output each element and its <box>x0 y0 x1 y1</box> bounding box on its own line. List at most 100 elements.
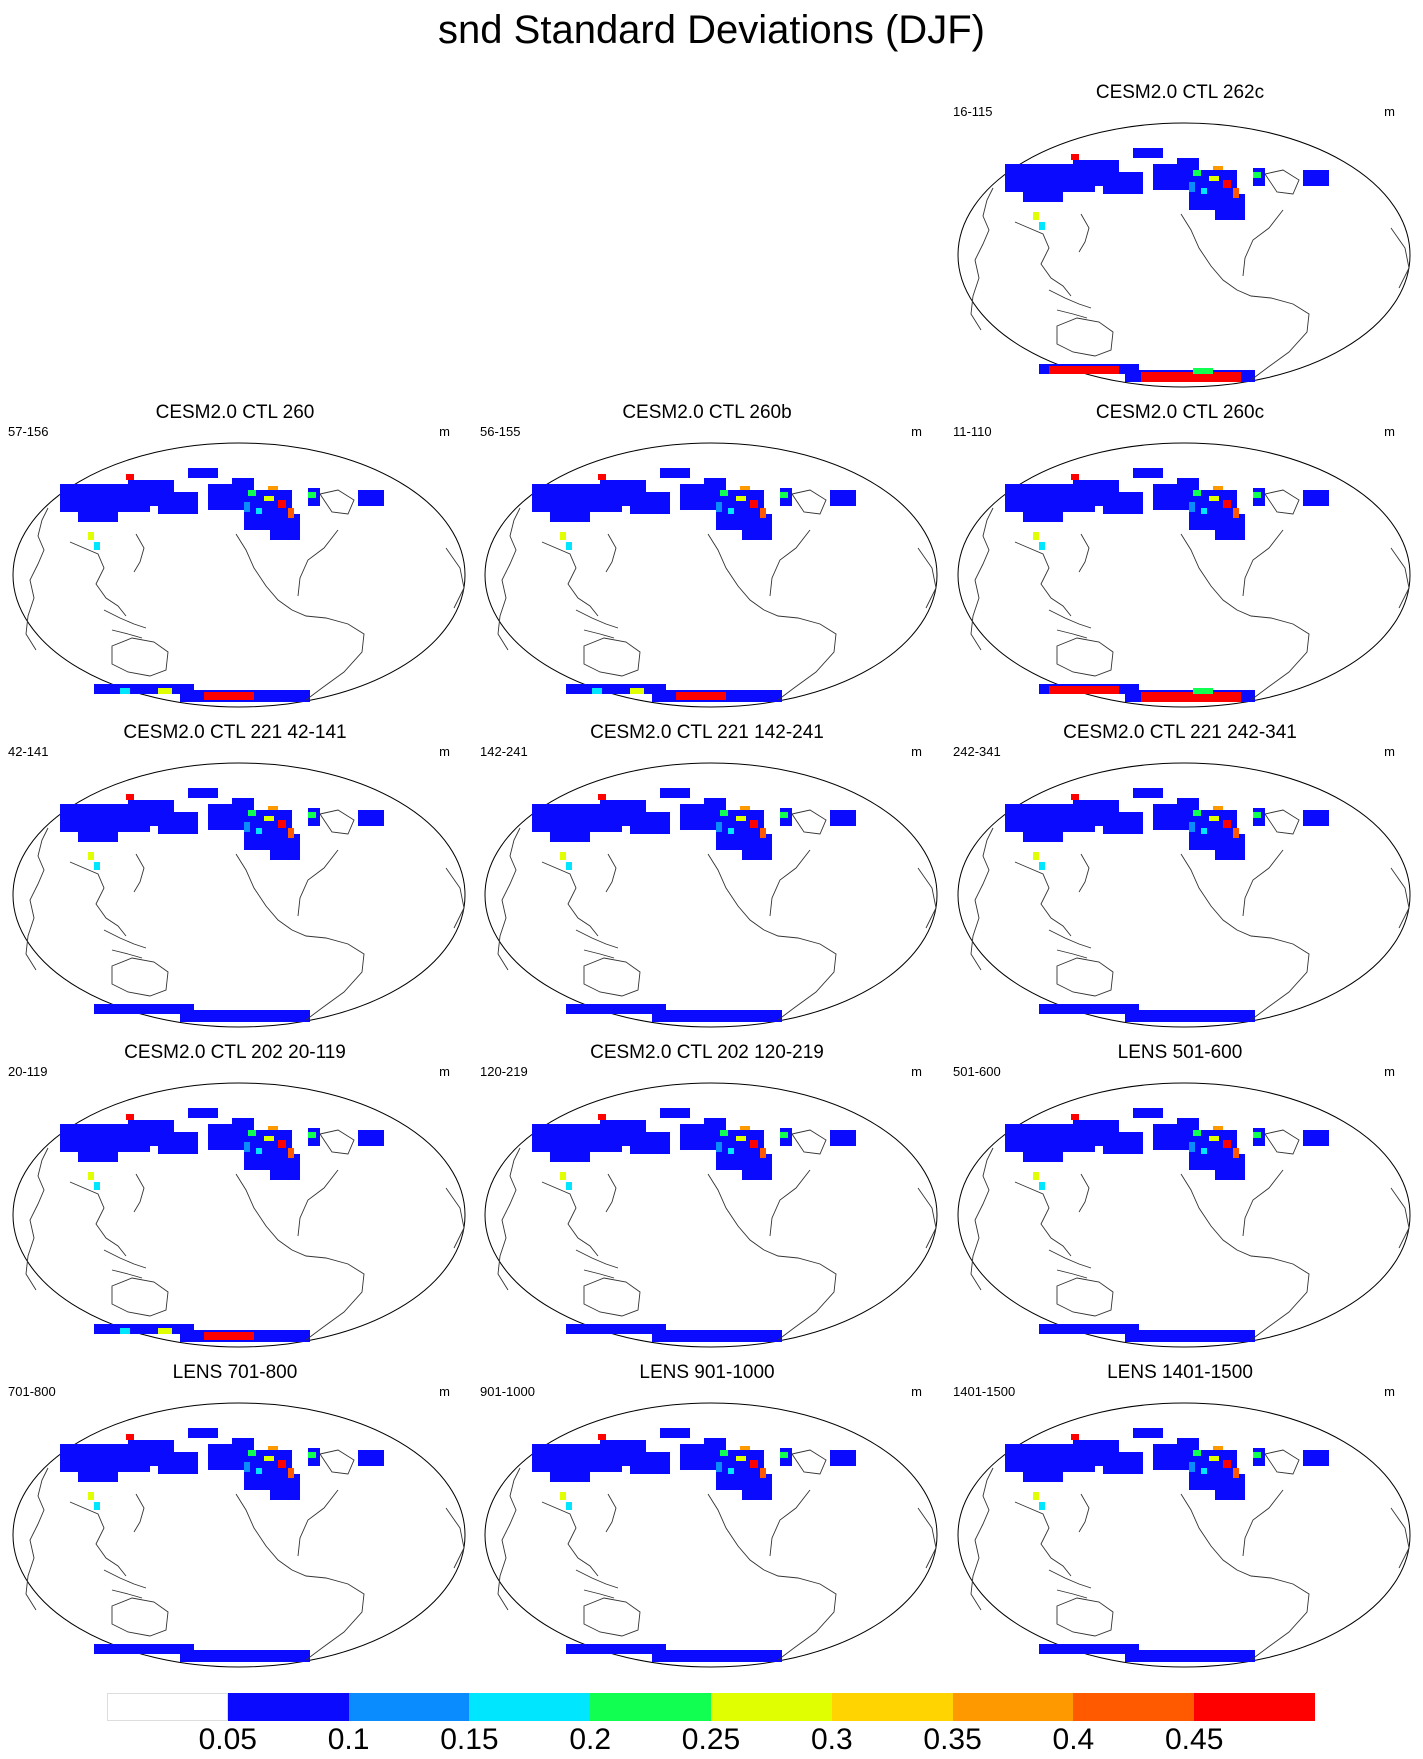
colorbar-box <box>590 1693 711 1721</box>
panel-unit: m <box>911 744 922 759</box>
snow-depth-patch <box>550 1468 590 1482</box>
snow-depth-patch <box>1201 828 1207 834</box>
snow-depth-patch <box>704 478 726 492</box>
coastline <box>1264 1449 1300 1475</box>
snow-depth-patch <box>264 496 274 501</box>
snow-depth-patch <box>1103 1132 1143 1154</box>
coastline <box>319 1449 355 1475</box>
snow-depth-patch <box>660 1108 690 1118</box>
coastline <box>103 929 147 959</box>
coastline <box>917 1507 937 1569</box>
panel-range: 901-1000 <box>480 1384 535 1399</box>
coastline <box>707 533 765 611</box>
snow-depth-patch <box>94 1324 194 1334</box>
coastline <box>605 1493 617 1533</box>
coastline <box>133 1173 145 1213</box>
panel-unit: m <box>1384 1064 1395 1079</box>
coastline-layer <box>970 489 1410 701</box>
snow-depth-patch <box>1215 514 1245 540</box>
world-map <box>484 1402 938 1668</box>
snow-depth-patch <box>256 508 262 514</box>
panel-title: CESM2.0 CTL 260 <box>155 402 315 423</box>
world-map <box>12 762 466 1028</box>
coastline <box>1056 1277 1114 1317</box>
colorbar-tick-label: 0.4 <box>1052 1723 1095 1756</box>
coastline <box>583 1277 641 1317</box>
snow-depth-patch <box>94 1182 100 1190</box>
colorbar-tick-label: 0.45 <box>1164 1723 1224 1756</box>
snow-depth-patch <box>264 1456 274 1461</box>
coastline <box>769 529 811 597</box>
snow-depth-patch <box>1209 1456 1219 1461</box>
snow-depth-patch <box>256 1468 262 1474</box>
snow-depth-patch <box>1023 828 1063 842</box>
world-map <box>12 1082 466 1348</box>
snow-depth-patch <box>120 688 130 694</box>
snow-depth-patch <box>716 1142 722 1152</box>
panel-title: CESM2.0 CTL 260b <box>622 402 792 423</box>
coastline <box>1264 809 1300 835</box>
snow-depth-patch <box>660 1428 690 1438</box>
panel-title: CESM2.0 CTL 221 42-141 <box>123 722 347 743</box>
snow-depth-patch <box>736 496 746 501</box>
snow-depth-patch <box>158 688 172 694</box>
snow-depth-patch <box>566 542 572 550</box>
coastline <box>497 827 521 971</box>
snow-depth-patch <box>1253 812 1261 818</box>
snow-depth-patch <box>278 820 286 828</box>
panel-range: 142-241 <box>480 744 528 759</box>
snow-depth-patch <box>94 1502 100 1510</box>
snow-depth-patch <box>288 1468 294 1478</box>
coastline <box>1056 1597 1114 1637</box>
snow-depth-patch <box>78 508 118 522</box>
coastline <box>1242 209 1284 277</box>
coastline <box>103 609 147 639</box>
snow-depth-patch <box>158 812 198 834</box>
snow-depth-patch <box>1033 1172 1039 1180</box>
antarctic-snow-layer <box>566 1324 782 1342</box>
snow-depth-patch <box>1303 490 1329 506</box>
snow-depth-patch <box>630 492 670 514</box>
snow-depth-patch <box>88 532 94 540</box>
snow-depth-patch <box>248 1130 256 1136</box>
coastline <box>319 809 355 835</box>
coastline-layer <box>25 1449 465 1661</box>
coastline <box>707 1173 765 1251</box>
world-map <box>484 762 938 1028</box>
colorbar-box <box>1073 1693 1195 1721</box>
northern-snow-layer <box>1005 148 1329 230</box>
snow-depth-patch <box>1253 1452 1261 1458</box>
snow-depth-patch <box>188 468 218 478</box>
snow-depth-patch <box>94 1644 194 1654</box>
snow-depth-patch <box>660 468 690 478</box>
snow-depth-patch <box>704 798 726 812</box>
snow-depth-patch <box>188 1108 218 1118</box>
panel-title: CESM2.0 CTL 202 20-119 <box>124 1042 346 1063</box>
snow-depth-patch <box>78 1468 118 1482</box>
snow-depth-patch <box>232 798 254 812</box>
coastline <box>1014 861 1072 937</box>
coastline <box>25 507 49 651</box>
snow-depth-patch <box>750 820 758 828</box>
coastline <box>103 1569 147 1599</box>
snow-depth-patch <box>560 1172 566 1180</box>
map-panel: CESM2.0 CTL 202 120-219 120-219 m <box>472 1042 942 1352</box>
coastline <box>111 637 169 677</box>
snow-depth-patch <box>1103 1452 1143 1474</box>
coastline <box>605 1173 617 1213</box>
coastline <box>297 1169 339 1237</box>
map-panel: LENS 901-1000 901-1000 m <box>472 1362 942 1672</box>
snow-depth-patch <box>1071 474 1079 480</box>
coastline <box>970 1467 994 1611</box>
coastline <box>970 1147 994 1291</box>
coastline <box>111 957 169 997</box>
snow-depth-patch <box>630 812 670 834</box>
coastline <box>1078 1493 1090 1533</box>
snow-depth-patch <box>268 1126 278 1130</box>
snow-depth-patch <box>1103 172 1143 194</box>
coastline <box>1048 1569 1092 1599</box>
snow-depth-patch <box>120 1328 130 1334</box>
snow-depth-patch <box>270 1154 300 1180</box>
coastline <box>583 1597 641 1637</box>
coastline <box>291 1569 365 1661</box>
